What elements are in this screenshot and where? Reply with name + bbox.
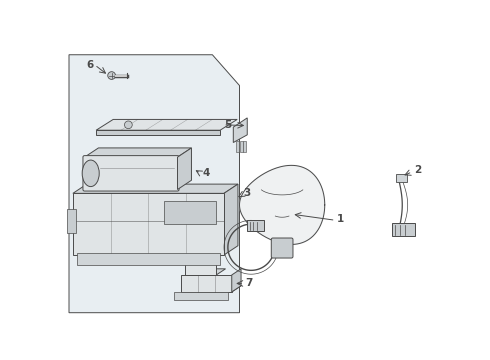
Polygon shape xyxy=(240,165,325,244)
Polygon shape xyxy=(224,184,238,255)
Ellipse shape xyxy=(82,160,99,186)
Polygon shape xyxy=(232,269,241,292)
Bar xyxy=(396,174,407,182)
Text: 6: 6 xyxy=(86,60,93,70)
Polygon shape xyxy=(73,184,238,193)
Polygon shape xyxy=(69,55,240,313)
Bar xyxy=(173,292,228,300)
Circle shape xyxy=(108,72,116,80)
Text: 3: 3 xyxy=(244,188,250,198)
Bar xyxy=(164,201,217,224)
Bar xyxy=(67,209,76,233)
Polygon shape xyxy=(96,130,220,135)
Bar xyxy=(244,141,246,152)
Text: 4: 4 xyxy=(202,168,210,178)
Polygon shape xyxy=(177,148,192,189)
Polygon shape xyxy=(84,148,192,157)
Polygon shape xyxy=(181,286,241,292)
FancyBboxPatch shape xyxy=(271,238,293,258)
Polygon shape xyxy=(233,118,247,143)
Bar xyxy=(185,262,216,275)
Text: 1: 1 xyxy=(336,214,343,224)
Bar xyxy=(392,222,416,237)
Bar xyxy=(181,275,232,292)
Bar xyxy=(240,141,243,152)
Text: 5: 5 xyxy=(224,120,231,130)
Bar xyxy=(247,220,264,231)
Polygon shape xyxy=(185,269,225,275)
FancyBboxPatch shape xyxy=(83,156,179,191)
Bar xyxy=(77,253,220,265)
Text: 2: 2 xyxy=(414,165,421,175)
Text: 7: 7 xyxy=(245,278,252,288)
Bar xyxy=(236,141,239,152)
Polygon shape xyxy=(96,120,237,130)
Bar xyxy=(73,193,224,255)
Circle shape xyxy=(124,121,132,129)
